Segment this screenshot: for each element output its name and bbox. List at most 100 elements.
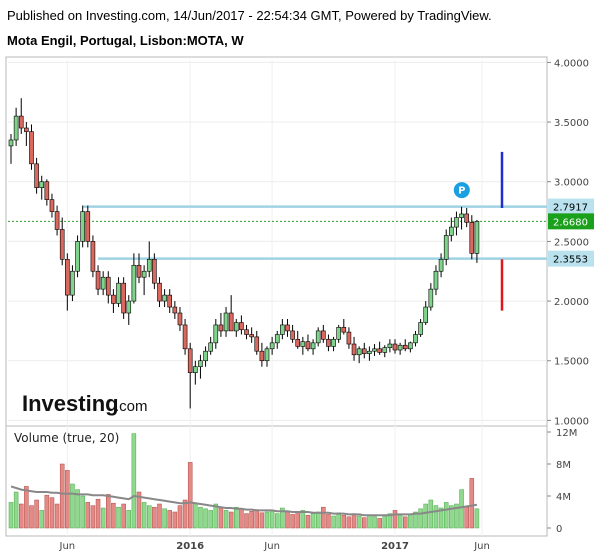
candle-body [65,259,70,296]
investing-logo: Investing [22,391,119,416]
price-tag [548,198,594,215]
volume-bar [408,514,413,529]
volume-bar [157,503,162,529]
volume-bar [269,510,275,529]
candle-body [136,264,142,278]
volume-bar [326,514,331,529]
candle-body [438,259,444,272]
p-badge[interactable] [453,182,470,199]
candle-body [34,163,39,188]
volume-bar [126,510,132,529]
volume-bar [454,503,459,529]
candle-body [177,312,183,326]
volume-bar [310,513,316,529]
candle-body [172,306,178,314]
candle-body [433,270,439,290]
volume-bar [433,505,439,529]
candle-body [121,282,126,314]
volume-bar [167,510,172,529]
volume-bar [8,502,14,529]
volume-bar [162,508,167,529]
volume-bar [449,505,454,529]
volume-bar [59,463,65,529]
volume-bar [182,499,188,529]
volume-bar [187,462,193,529]
candle-body [351,343,357,356]
volume-bar [402,516,408,529]
candle-body [418,322,423,335]
candle-body [59,229,65,260]
volume-bar [70,483,75,529]
volume-bar [24,486,29,529]
candle-body [274,334,280,344]
candle-body [233,322,239,332]
candle-body [305,341,311,350]
candle-body [361,348,367,354]
price-tag-label: 2.3553 [553,255,588,266]
volume-bar [234,506,239,529]
volume-bar [372,516,377,529]
candle-body [459,213,464,218]
candle-body [382,347,388,353]
volume-bar [121,503,126,529]
volume-bar [254,509,260,529]
candle-body [285,324,290,332]
price-tick-label: 1.5000 [554,357,589,368]
candle-body [13,115,19,141]
candle-body [49,199,55,212]
time-tick-label: 2016 [176,541,204,552]
price-tag [548,250,594,267]
volume-bar [459,489,464,529]
price-tick-label: 2.0000 [554,297,589,308]
candle-body [218,324,224,332]
volume-bar [423,503,428,529]
price-tag-label: 2.6680 [553,217,588,228]
volume-bar [418,508,423,529]
volume-bar [346,516,352,529]
volume-bar [474,508,480,529]
volume-bar [80,495,85,529]
volume-bar [29,505,34,529]
candle-body [336,327,341,340]
candle-body [39,181,45,188]
candle-body [300,341,306,347]
candle-body [397,344,403,351]
volume-ma-line [10,485,478,517]
volume-bar [341,514,347,529]
published-caption: Published on Investing.com, 14/Jun/2017 … [7,8,492,23]
volume-bar [223,510,229,529]
candle-body [223,312,229,332]
candle-body [474,221,480,254]
candle-body [454,217,459,228]
candle-body [249,334,254,338]
candle-body [90,241,96,272]
volume-bar [367,514,372,529]
candle-body [8,139,14,147]
price-tick-label: 3.0000 [554,178,589,189]
volume-bar [100,507,106,529]
time-tick-label: Jun [263,541,280,552]
volume-bar [75,489,80,529]
candle-body [239,322,244,331]
volume-bar [131,433,137,529]
volume-tick-label: 12M [556,428,577,439]
candle-body [392,343,398,351]
candle-body [290,330,295,340]
candle-body [29,131,34,165]
volume-panel-title: Volume (true, 20) [14,431,119,445]
volume-bar [280,507,285,529]
volume-bar [305,514,311,529]
candle-body [44,181,50,200]
candle-body [402,344,408,350]
volume-bar [443,502,449,529]
time-tick-label: Jun [473,541,490,552]
candle-body [18,115,24,129]
symbol-title: Mota Engil, Portugal, Lisbon:MOTA, W [7,33,244,48]
candle-body [208,342,213,352]
volume-bar [208,510,213,529]
volume-bar [244,513,249,529]
volume-bar [336,512,341,529]
candle-body [157,282,162,302]
volume-bar [152,506,157,529]
